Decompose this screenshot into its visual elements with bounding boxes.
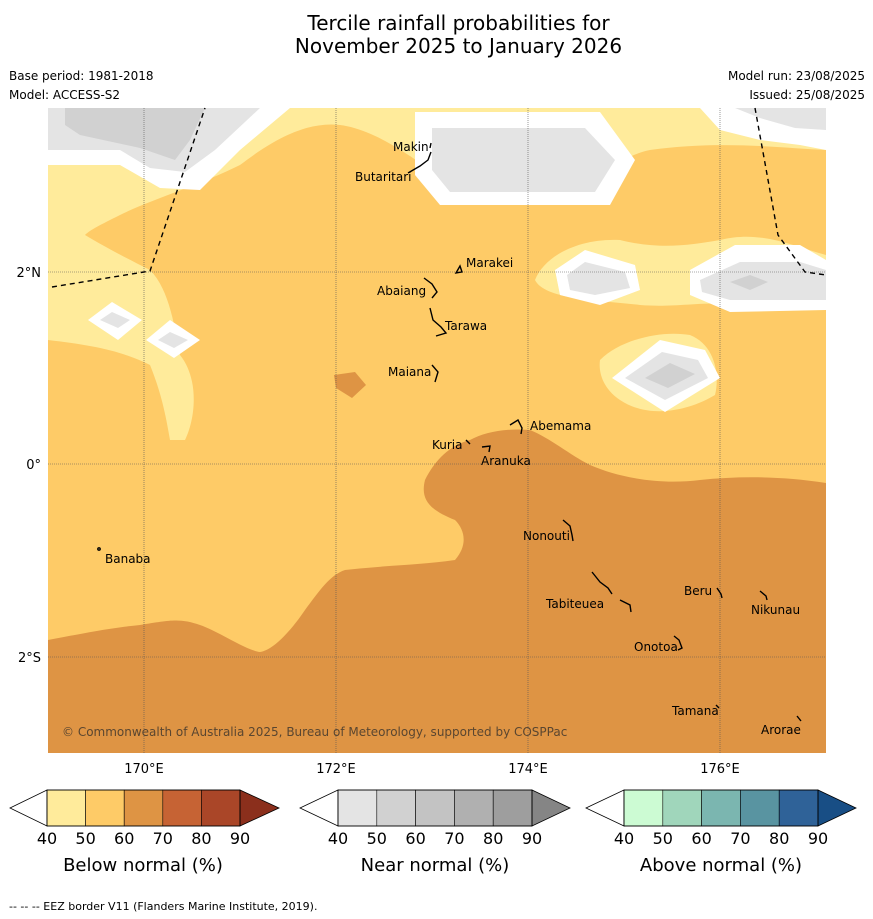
label-arorae: Arorae bbox=[761, 723, 801, 737]
colorbar-cell bbox=[740, 789, 780, 827]
lon-label-176: 176°E bbox=[700, 762, 740, 777]
colorbar-tick-label: 70 bbox=[444, 829, 464, 848]
colorbar-tick-label: 70 bbox=[730, 829, 750, 848]
base-period: Base period: 1981-2018 bbox=[9, 69, 154, 83]
colorbar-cell bbox=[376, 789, 416, 827]
colorbar-cell bbox=[492, 789, 533, 827]
colorbar-cell bbox=[123, 789, 164, 827]
label-nikunau: Nikunau bbox=[751, 603, 800, 617]
colorbar-cell bbox=[201, 789, 241, 827]
place-labels: Makin Butaritari Marakei Abaiang Tarawa … bbox=[105, 140, 801, 737]
graticule bbox=[48, 108, 826, 753]
eez-border bbox=[51, 107, 827, 288]
label-aranuka: Aranuka bbox=[481, 454, 531, 468]
islands bbox=[97, 142, 802, 722]
label-nonouti: Nonouti bbox=[523, 529, 570, 543]
lat-label-2n: 2°N bbox=[17, 266, 42, 281]
near-normal-center-core bbox=[645, 363, 695, 388]
colorbar-cell bbox=[662, 789, 702, 827]
colorbar-near-normal: 40 50 60 70 80 90 Near normal (%) bbox=[299, 789, 571, 876]
near-normal-northwest-core bbox=[65, 108, 205, 160]
label-abemama: Abemama bbox=[530, 419, 591, 433]
colorbar-tick-label: 80 bbox=[769, 829, 789, 848]
colorbar-title-above: Above normal (%) bbox=[640, 855, 802, 876]
lon-label-170: 170°E bbox=[124, 762, 164, 777]
near-normal-northeast-inner bbox=[735, 108, 826, 130]
colorbar-cell bbox=[701, 789, 741, 827]
colorbar-tick-label: 80 bbox=[191, 829, 211, 848]
near-normal-north-inner bbox=[432, 128, 615, 192]
label-onotoa: Onotoa bbox=[634, 640, 678, 654]
eez-footnote: -- -- -- EEZ border V11 (Flanders Marine… bbox=[9, 900, 318, 913]
label-kuria: Kuria bbox=[432, 438, 463, 452]
colorbar-tick-label: 40 bbox=[328, 829, 348, 848]
colorbar-tick-label: 70 bbox=[153, 829, 173, 848]
label-maiana: Maiana bbox=[388, 365, 431, 379]
colorbar-tick-label: 50 bbox=[75, 829, 95, 848]
colorbar-cell bbox=[337, 789, 378, 827]
near-normal-west-b-inner bbox=[158, 332, 188, 348]
map-title: Tercile rainfall probabilities for Novem… bbox=[0, 12, 873, 58]
lat-label-2s: 2°S bbox=[18, 651, 41, 666]
model-run: Model run: 23/08/2025 bbox=[727, 69, 865, 83]
label-makin: Makin bbox=[393, 140, 429, 154]
field-60-70-south bbox=[48, 429, 826, 753]
colorbar-cell bbox=[85, 789, 125, 827]
near-normal-far-east-core bbox=[730, 275, 768, 290]
copyright-notice: © Commonwealth of Australia 2025, Bureau… bbox=[62, 725, 567, 739]
colorbar-tick-label: 90 bbox=[808, 829, 828, 848]
colorbar-cell bbox=[415, 789, 455, 827]
label-tabiteuea: Tabiteuea bbox=[545, 597, 604, 611]
colorbar-cell bbox=[778, 789, 819, 827]
label-abaiang: Abaiang bbox=[377, 284, 426, 298]
colorbar-tick-label: 50 bbox=[367, 829, 387, 848]
lon-label-174: 174°E bbox=[508, 762, 548, 777]
model-name: Model: ACCESS-S2 bbox=[9, 88, 121, 102]
meta-right: Model run: 23/08/2025 Issued: 25/08/2025 bbox=[728, 67, 865, 105]
lat-label-0: 0° bbox=[26, 458, 41, 473]
colorbar-above-normal: 40 50 60 70 80 90 Above normal (%) bbox=[585, 789, 857, 876]
title-line-2: November 2025 to January 2026 bbox=[294, 34, 623, 58]
colorbar-tick-label: 90 bbox=[230, 829, 250, 848]
field-60-70-island-patch bbox=[334, 372, 366, 398]
colorbar-below-normal: 40 50 60 70 80 90 Below normal (%) bbox=[9, 789, 280, 876]
label-marakei: Marakei bbox=[466, 256, 513, 270]
meta-left: Base period: 1981-2018 Model: ACCESS-S2 bbox=[9, 67, 154, 105]
label-butaritari: Butaritari bbox=[355, 170, 412, 184]
colorbar-cell bbox=[46, 789, 86, 827]
label-tamana: Tamana bbox=[671, 704, 719, 718]
label-tarawa: Tarawa bbox=[444, 319, 487, 333]
colorbar-tick-label: 40 bbox=[614, 829, 634, 848]
title-line-1: Tercile rainfall probabilities for bbox=[307, 11, 610, 35]
colorbar-cell bbox=[454, 789, 494, 827]
lon-label-172: 172°E bbox=[316, 762, 356, 777]
label-beru: Beru bbox=[684, 584, 712, 598]
near-normal-west-a-inner bbox=[100, 312, 130, 328]
label-banaba: Banaba bbox=[105, 552, 151, 566]
colorbar-cell bbox=[623, 789, 664, 827]
colorbar-tick-label: 60 bbox=[691, 829, 711, 848]
colorbar-tick-label: 80 bbox=[483, 829, 503, 848]
colorbar-tick-label: 50 bbox=[653, 829, 673, 848]
colorbar-title-below: Below normal (%) bbox=[63, 855, 223, 876]
near-normal-east-inner bbox=[567, 262, 630, 295]
axis-labels: 170°E 172°E 174°E 176°E 2°N 0° 2°S bbox=[17, 266, 740, 777]
colorbar-tick-label: 60 bbox=[405, 829, 425, 848]
colorbar-cell bbox=[162, 789, 202, 827]
colorbar-title-near: Near normal (%) bbox=[361, 855, 510, 876]
colorbar-tick-label: 90 bbox=[522, 829, 542, 848]
colorbar-tick-label: 40 bbox=[37, 829, 57, 848]
colorbar-tick-label: 60 bbox=[114, 829, 134, 848]
issued-date: Issued: 25/08/2025 bbox=[749, 88, 865, 102]
probability-field bbox=[48, 108, 826, 753]
